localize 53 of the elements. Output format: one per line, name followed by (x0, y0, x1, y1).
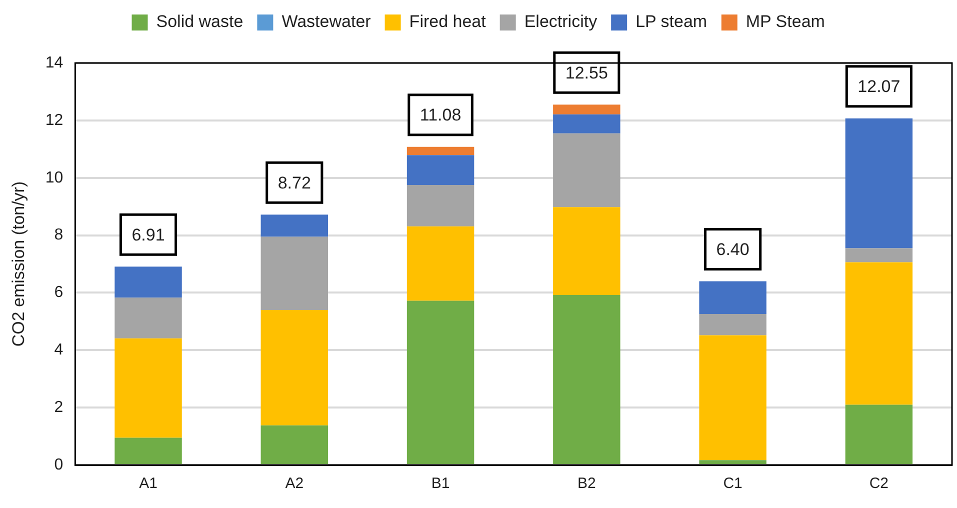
x-tick-label: A2 (285, 475, 304, 492)
total-label: 11.08 (420, 106, 462, 125)
legend-label: Electricity (524, 12, 598, 32)
bar (553, 133, 620, 208)
legend-label: MP Steam (746, 12, 825, 32)
bar (260, 236, 328, 310)
y-tick-label: 2 (54, 398, 64, 416)
y-tick-label: 8 (54, 226, 64, 244)
bar (845, 262, 913, 405)
total-label: 6.40 (716, 240, 750, 259)
bar (699, 335, 766, 460)
bar (845, 118, 913, 248)
bar (699, 460, 766, 464)
bar (553, 104, 620, 114)
bar (553, 295, 620, 464)
y-tick-label: 10 (45, 169, 64, 186)
bar (406, 146, 474, 156)
bar (845, 248, 913, 262)
y-tick-label: 4 (54, 342, 64, 359)
bar (260, 425, 328, 464)
bar (406, 155, 474, 186)
legend-label: LP steam (636, 12, 708, 32)
bar (406, 300, 474, 464)
bar (553, 207, 620, 296)
x-tick-label: C1 (723, 475, 742, 492)
legend-label: Fired heat (409, 12, 486, 32)
bar (553, 114, 620, 134)
bar (845, 404, 913, 464)
bar (114, 266, 182, 298)
bar (699, 314, 766, 336)
bar (699, 281, 766, 314)
y-axis-title: CO2 emission (ton/yr) (8, 181, 28, 347)
bar (406, 226, 474, 301)
x-tick-label: A1 (139, 475, 158, 492)
bar (114, 298, 182, 338)
legend-label: Solid waste (156, 12, 244, 32)
x-tick-label: B2 (577, 475, 596, 492)
bar (260, 310, 328, 426)
bar (114, 438, 182, 464)
bar (114, 338, 182, 438)
y-tick-label: 14 (45, 54, 64, 72)
y-tick-label: 6 (54, 284, 64, 302)
bar (260, 214, 328, 237)
legend-label: Wastewater (282, 12, 372, 32)
total-label: 12.55 (565, 63, 608, 82)
bar (406, 185, 474, 226)
x-tick-label: C2 (869, 475, 889, 492)
total-label: 6.91 (132, 225, 165, 244)
x-tick-label: B1 (431, 475, 450, 492)
y-tick-label: 0 (54, 456, 64, 474)
total-label: 12.07 (858, 77, 900, 96)
total-label: 8.72 (278, 173, 311, 192)
y-tick-label: 12 (45, 112, 64, 129)
